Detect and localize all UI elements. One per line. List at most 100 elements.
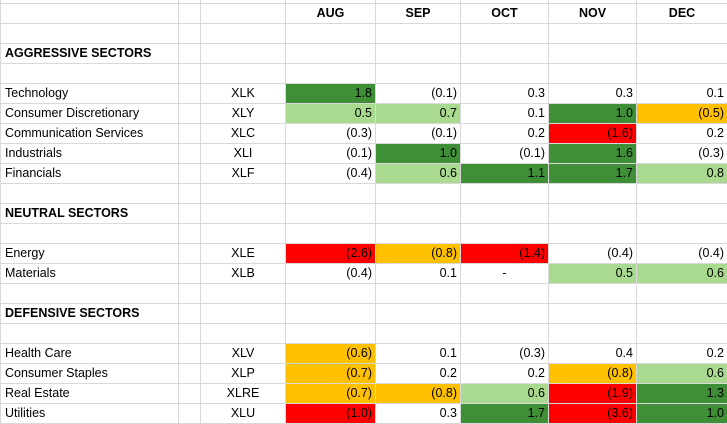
value-cell: (1.0) [286, 404, 375, 423]
value-cell: (0.7) [286, 384, 375, 403]
sector-name: Industrials [5, 146, 62, 160]
grid-line [0, 303, 727, 304]
value-cell: 1.0 [637, 404, 727, 423]
value-cell: (0.1) [431, 126, 457, 140]
grid-line [0, 3, 727, 4]
grid-line [0, 143, 727, 144]
value-cell: 0.2 [527, 126, 545, 140]
sector-name: Health Care [5, 346, 72, 360]
ticker: XLI [233, 146, 253, 160]
grid-line [0, 163, 727, 164]
ticker: XLY [231, 106, 255, 120]
value-cell: 1.0 [549, 104, 636, 123]
value-cell: (0.7) [286, 364, 375, 383]
value-cell: 0.8 [637, 164, 727, 183]
grid-line [375, 0, 376, 424]
value-cell: 0.6 [461, 384, 548, 403]
grid-line [0, 83, 727, 84]
value-cell: (0.5) [637, 104, 727, 123]
grid-line [0, 383, 727, 384]
value-cell: 0.2 [527, 366, 545, 380]
grid-line [0, 43, 727, 44]
grid-line [200, 0, 201, 424]
grid-line [0, 223, 727, 224]
grid-line [178, 0, 179, 424]
value-cell: 1.7 [461, 404, 548, 423]
value-cell: (0.8) [376, 384, 460, 403]
value-cell: (1.6) [549, 124, 636, 143]
value-cell: (0.8) [376, 244, 460, 263]
value-cell: (0.3) [346, 126, 372, 140]
value-cell: 0.6 [376, 164, 460, 183]
grid-line [285, 0, 286, 424]
grid-line [0, 63, 727, 64]
value-cell: (0.4) [607, 246, 633, 260]
value-cell: (0.4) [698, 246, 724, 260]
ticker: XLV [231, 346, 255, 360]
grid-line [548, 0, 549, 424]
value-cell: 0.7 [376, 104, 460, 123]
value-cell: (0.6) [286, 344, 375, 363]
value-cell: 0.1 [439, 266, 457, 280]
section-title: NEUTRAL SECTORS [5, 206, 129, 220]
sector-name: Materials [5, 266, 56, 280]
sector-name: Utilities [5, 406, 46, 420]
value-cell: - [502, 266, 507, 280]
value-cell: (1.4) [461, 244, 548, 263]
ticker: XLK [231, 86, 255, 100]
grid-line [0, 183, 727, 184]
month-header: OCT [491, 6, 518, 20]
grid-line [0, 363, 727, 364]
sector-name: Financials [5, 166, 62, 180]
value-cell: (0.8) [549, 364, 636, 383]
value-cell: (0.1) [346, 146, 372, 160]
value-cell: 1.1 [461, 164, 548, 183]
value-cell: 0.1 [527, 106, 545, 120]
value-cell: (2.6) [286, 244, 375, 263]
value-cell: 0.6 [637, 364, 727, 383]
value-cell: 0.5 [549, 264, 636, 283]
value-cell: (0.3) [519, 346, 545, 360]
grid-line [0, 243, 727, 244]
month-header: SEP [405, 6, 431, 20]
ticker: XLE [231, 246, 255, 260]
value-cell: (0.4) [346, 266, 372, 280]
section-title: AGGRESSIVE SECTORS [5, 46, 152, 60]
month-header: AUG [316, 6, 345, 20]
ticker: XLU [230, 406, 256, 420]
grid-line [0, 283, 727, 284]
value-cell: (1.9) [549, 384, 636, 403]
value-cell: 0.3 [527, 86, 545, 100]
ticker: XLB [231, 266, 255, 280]
value-cell: 0.1 [439, 346, 457, 360]
grid-line [0, 203, 727, 204]
sector-name: Technology [5, 86, 69, 100]
value-cell: 0.6 [637, 264, 727, 283]
sector-name: Consumer Staples [5, 366, 108, 380]
sector-name: Energy [5, 246, 45, 260]
value-cell: 0.2 [706, 346, 724, 360]
value-cell: 0.3 [439, 406, 457, 420]
value-cell: (3.6) [549, 404, 636, 423]
value-cell: 1.6 [549, 144, 636, 163]
ticker: XLP [231, 366, 255, 380]
value-cell: 0.2 [706, 126, 724, 140]
value-cell: 0.2 [439, 366, 457, 380]
grid-line [0, 0, 1, 424]
value-cell: 1.7 [549, 164, 636, 183]
sector-name: Communication Services [5, 126, 144, 140]
ticker: XLC [230, 126, 256, 140]
value-cell: 1.8 [286, 84, 375, 103]
value-cell: 1.3 [637, 384, 727, 403]
grid-line [0, 103, 727, 104]
grid-line [0, 343, 727, 344]
grid-line [0, 123, 727, 124]
grid-line [0, 263, 727, 264]
grid-line [0, 403, 727, 404]
grid-line [0, 323, 727, 324]
value-cell: 0.1 [706, 86, 724, 100]
month-header: DEC [668, 6, 696, 20]
grid-line [636, 0, 637, 424]
value-cell: 0.5 [286, 104, 375, 123]
